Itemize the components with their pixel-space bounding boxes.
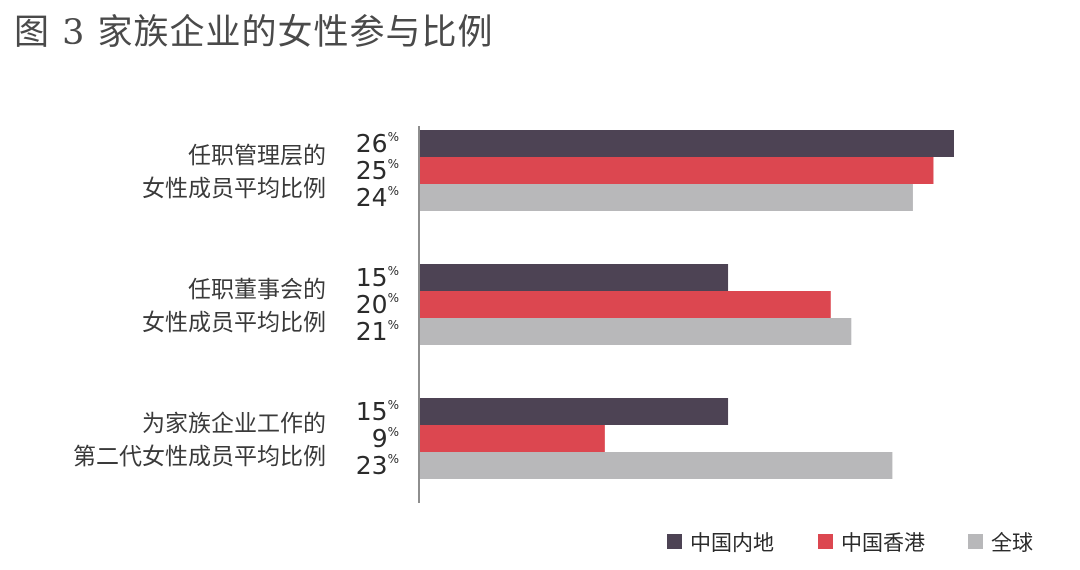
legend-swatch — [667, 534, 682, 549]
value-label: 25% — [356, 156, 399, 185]
value-number: 21 — [356, 317, 388, 346]
bar — [420, 157, 934, 184]
legend-label: 中国香港 — [841, 531, 925, 555]
category-label: 为家族企业工作的 — [142, 411, 326, 437]
bar — [420, 130, 954, 157]
legend-label: 全球 — [991, 531, 1033, 555]
category-label: 女性成员平均比例 — [142, 310, 326, 336]
bar — [420, 184, 913, 211]
bar — [420, 452, 893, 479]
value-number: 15 — [356, 263, 388, 292]
value-number: 24 — [356, 183, 388, 212]
legend-label: 中国内地 — [690, 531, 774, 555]
value-label: 9% — [372, 424, 399, 453]
bar — [420, 291, 831, 318]
value-label: 24% — [356, 183, 399, 212]
value-label: 15% — [356, 397, 399, 426]
value-label: 20% — [356, 290, 399, 319]
category-label: 任职董事会的 — [188, 277, 326, 303]
value-percent-sign: % — [388, 398, 399, 412]
category-label: 女性成员平均比例 — [142, 176, 326, 202]
value-number: 9 — [372, 424, 388, 453]
value-percent-sign: % — [388, 184, 399, 198]
value-percent-sign: % — [388, 425, 399, 439]
value-label: 15% — [356, 263, 399, 292]
value-percent-sign: % — [388, 130, 399, 144]
value-number: 23 — [356, 451, 388, 480]
value-number: 15 — [356, 397, 388, 426]
bar — [420, 264, 729, 291]
chart-title: 图 3 家族企业的女性参与比例 — [14, 13, 494, 53]
category-label: 任职管理层的 — [188, 143, 326, 169]
category-label: 第二代女性成员平均比例 — [73, 444, 326, 470]
value-percent-sign: % — [388, 291, 399, 305]
bar — [420, 318, 852, 345]
value-label: 21% — [356, 317, 399, 346]
value-number: 26 — [356, 129, 388, 158]
value-percent-sign: % — [388, 318, 399, 332]
value-percent-sign: % — [388, 157, 399, 171]
legend-swatch — [968, 534, 983, 549]
value-number: 25 — [356, 156, 388, 185]
legend-swatch — [818, 534, 833, 549]
value-label: 26% — [356, 129, 399, 158]
value-number: 20 — [356, 290, 388, 319]
bar — [420, 398, 729, 425]
value-percent-sign: % — [388, 452, 399, 466]
value-percent-sign: % — [388, 264, 399, 278]
value-label: 23% — [356, 451, 399, 480]
bar — [420, 425, 605, 452]
